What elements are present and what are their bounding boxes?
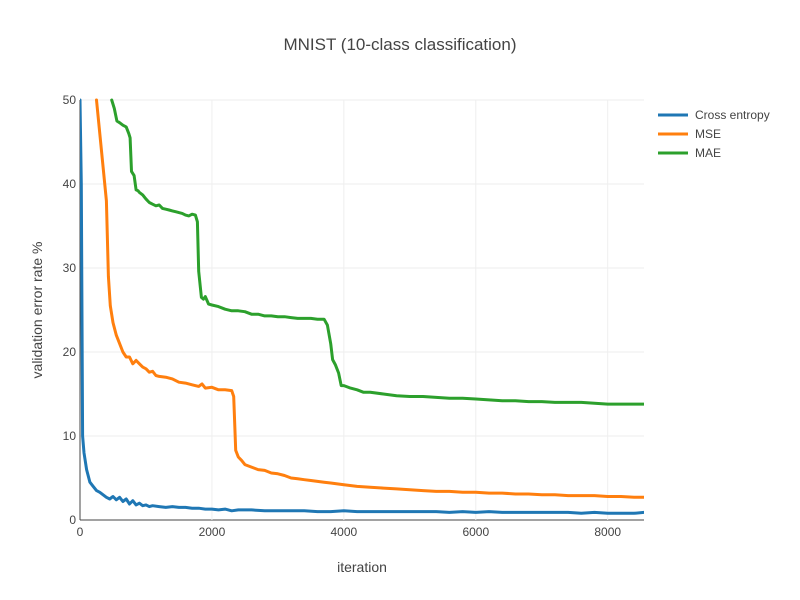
x-axis-title: iteration: [337, 559, 387, 575]
x-tick-label: 6000: [462, 525, 489, 539]
chart-title: MNIST (10-class classification): [283, 35, 516, 54]
axis-ticks: 0 10 20 30 40 50 0 2000 4000 6000 8000: [63, 93, 622, 539]
legend-item-mae[interactable]: MAE: [658, 146, 721, 160]
x-tick-label: 8000: [594, 525, 621, 539]
legend-label: MSE: [695, 127, 721, 141]
legend-item-mse[interactable]: MSE: [658, 127, 721, 141]
x-tick-label: 0: [77, 525, 84, 539]
x-tick-label: 4000: [331, 525, 358, 539]
legend-label: Cross entropy: [695, 108, 770, 122]
x-tick-label: 2000: [199, 525, 226, 539]
legend[interactable]: Cross entropy MSE MAE: [658, 108, 770, 160]
series-line-mse: [95, 98, 644, 499]
gridlines: [79, 99, 644, 521]
y-tick-label: 0: [69, 513, 76, 527]
series-line-mae: [110, 98, 644, 406]
y-tick-label: 10: [63, 429, 77, 443]
series-line-cross-entropy: [80, 98, 644, 515]
y-tick-label: 50: [63, 93, 77, 107]
legend-label: MAE: [695, 146, 721, 160]
y-axis-title: validation error rate %: [29, 242, 45, 379]
y-tick-label: 30: [63, 261, 77, 275]
y-tick-label: 40: [63, 177, 77, 191]
series-lines: [80, 98, 644, 515]
y-tick-label: 20: [63, 345, 77, 359]
legend-item-cross-entropy[interactable]: Cross entropy: [658, 108, 770, 122]
